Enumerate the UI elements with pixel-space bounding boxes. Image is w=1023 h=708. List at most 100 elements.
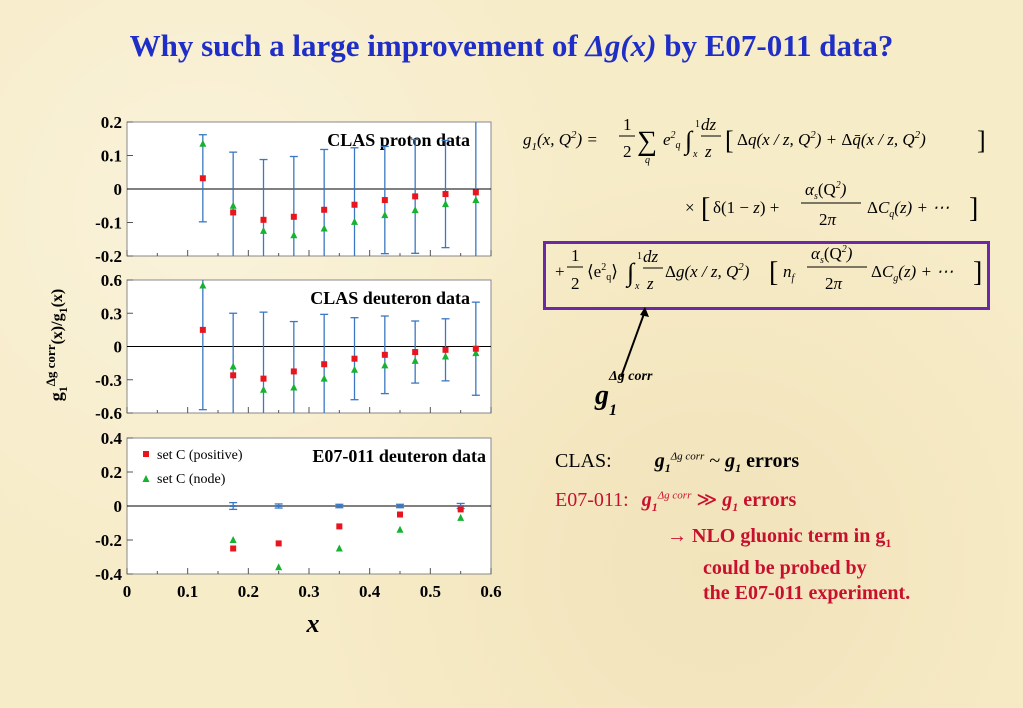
highlight-box	[543, 241, 990, 310]
y-tick-label: 0	[114, 180, 123, 199]
svg-text:ΔCg(z) + ⋯: ΔCg(z) + ⋯	[871, 262, 953, 284]
gcorr-label: g1 Δg corr	[595, 369, 660, 419]
svg-text:∑: ∑	[637, 126, 657, 157]
node-point	[229, 362, 237, 370]
clas-statement: CLAS: g1Δg corr ~ g1 errors	[555, 450, 799, 476]
svg-text:1: 1	[623, 115, 632, 134]
positive-point	[472, 189, 479, 196]
node-point	[229, 536, 237, 543]
node-point	[320, 224, 328, 232]
svg-text:αs(Q2): αs(Q2)	[805, 180, 847, 202]
clas-gcorr: g1Δg corr	[654, 450, 705, 475]
x-tick-label: 0.6	[480, 582, 501, 601]
chart-panel-2: 0.6 0.3 0 -0.3 -0.6 CLAS deuteron data	[95, 271, 492, 423]
positive-point	[336, 523, 343, 530]
e07-relation: ≫	[696, 489, 718, 511]
y-tick-label: 0.6	[101, 271, 122, 290]
positive-point	[321, 361, 328, 368]
y-tick-label: 0	[114, 338, 123, 357]
node-point	[275, 563, 283, 571]
positive-point	[230, 209, 237, 216]
svg-text:x: x	[634, 281, 640, 292]
panel-title: CLAS deuteron data	[310, 288, 470, 308]
svg-text:∫: ∫	[625, 258, 636, 288]
positive-point	[351, 355, 358, 362]
svg-text:Δq(x / z, Q2) + Δq̄(x / z, Q2): Δq(x / z, Q2) + Δq̄(x / z, Q2)	[737, 129, 926, 149]
gcorr-sub: 1	[609, 401, 617, 419]
svg-text:[: [	[701, 193, 710, 224]
positive-point	[412, 193, 419, 200]
positive-point	[260, 216, 267, 223]
panel-title: CLAS proton data	[327, 130, 470, 150]
positive-point	[381, 197, 388, 204]
y-tick-label: -0.2	[95, 531, 122, 550]
node-point	[472, 196, 480, 204]
positive-point	[442, 191, 449, 198]
svg-text:z: z	[646, 274, 654, 293]
svg-text:e2q: e2q	[663, 130, 681, 151]
svg-text:]: ]	[969, 193, 978, 224]
y-tick-label: 0.2	[101, 463, 122, 482]
y-axis-label: g1Δg corr(x)/g1(x)	[43, 289, 70, 401]
positive-point	[290, 368, 297, 375]
legend-positive-label: set C (positive)	[157, 448, 243, 463]
svg-text:2π: 2π	[825, 274, 843, 293]
positive-point	[321, 206, 328, 213]
positive-point	[472, 345, 479, 352]
y-tick-label: 0.4	[101, 429, 123, 448]
clas-label: CLAS:	[555, 450, 612, 472]
positive-point	[275, 540, 282, 547]
x-tick-label: 0.2	[238, 582, 259, 601]
svg-text:2: 2	[623, 142, 632, 161]
clas-errors: errors	[746, 450, 800, 472]
svg-text:ΔCq(z) + ⋯: ΔCq(z) + ⋯	[867, 198, 949, 220]
title-symbol: Δg(x)	[585, 28, 657, 63]
positive-point	[381, 351, 388, 358]
positive-point	[351, 201, 358, 208]
pointer-arrow	[620, 307, 649, 378]
node-point	[442, 200, 449, 208]
e07-statement: E07-011: g1Δg corr ≫ g1 errors	[555, 487, 796, 515]
svg-text:∫: ∫	[683, 126, 694, 156]
slide-title: Why such a large improvement of Δg(x) by…	[0, 28, 1023, 64]
node-point	[351, 365, 358, 373]
svg-text:2: 2	[571, 274, 580, 293]
node-point	[351, 217, 358, 225]
y-tick-label: 0	[114, 497, 123, 516]
x-axis-label: x	[306, 609, 320, 638]
positive-point	[199, 326, 206, 333]
clas-g1: g1	[725, 450, 742, 475]
x-tick-label: 0	[123, 582, 132, 601]
positive-point	[260, 375, 267, 382]
positive-point	[290, 213, 297, 220]
node-point	[229, 201, 237, 209]
node-point	[260, 226, 267, 234]
conclusion-line-1-text: → NLO gluonic term in g	[667, 525, 886, 547]
svg-text:]: ]	[973, 257, 982, 288]
title-prefix: Why such a large improvement of	[129, 28, 586, 63]
node-point	[396, 525, 404, 533]
y-tick-label: -0.3	[95, 371, 122, 390]
conclusion-line-3: the E07-011 experiment.	[703, 582, 911, 604]
x-tick-label: 0.4	[359, 582, 381, 601]
clas-g1-base: g	[725, 450, 736, 472]
svg-text:q: q	[645, 155, 650, 166]
svg-text:dz: dz	[701, 115, 717, 134]
y-tick-label: 0.1	[101, 147, 122, 166]
node-point	[199, 139, 207, 147]
positive-point	[199, 175, 206, 182]
e07-label: E07-011:	[555, 489, 629, 511]
node-point	[335, 544, 343, 552]
formula-g1: g1(x, Q2) = 1 2 ∑ q e2q ∫ 1 x dz z [ Δq(…	[523, 115, 986, 293]
x-tick-label: 0.3	[298, 582, 319, 601]
gcorr-sup: Δg corr	[609, 368, 653, 384]
positive-point	[457, 506, 464, 513]
x-tick-label: 0.1	[177, 582, 198, 601]
node-point	[290, 231, 298, 239]
svg-text:dz: dz	[643, 247, 659, 266]
node-point	[381, 211, 389, 219]
chart-panel-3: 0.4 0.2 0 -0.2 -0.4 E07-011 deuteron data set …	[95, 429, 502, 601]
positive-point	[230, 372, 237, 379]
node-point	[290, 383, 298, 391]
